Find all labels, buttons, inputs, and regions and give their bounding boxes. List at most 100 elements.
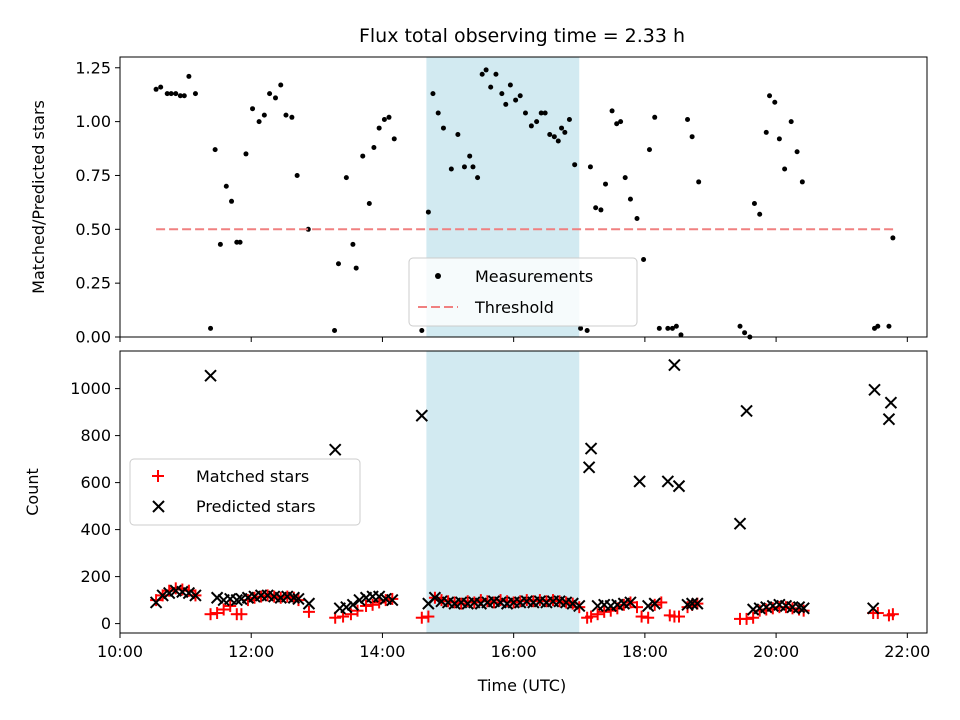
measurement-point (656, 325, 662, 331)
measurement-point (609, 108, 615, 114)
x-tick-label: 12:00 (228, 642, 274, 661)
measurement-point (776, 136, 782, 142)
predicted-stars-point (328, 443, 342, 456)
top-y-tick-label: 0.75 (75, 166, 111, 185)
predicted-stars-point (624, 596, 637, 609)
predicted-stars-point (633, 475, 646, 488)
measurement-point (517, 93, 523, 99)
measurement-point (528, 123, 534, 129)
matched-stars-point (302, 605, 315, 618)
measurement-point (665, 325, 671, 331)
measurement-point (360, 153, 366, 159)
bottom-y-tick-label: 1000 (70, 379, 111, 398)
predicted-stars-point (386, 593, 399, 607)
top-y-tick-label: 0.50 (75, 220, 111, 239)
predicted-stars-point (189, 589, 202, 602)
measurement-point (217, 241, 223, 247)
measurement-point (371, 144, 377, 150)
measurement-point (164, 91, 170, 97)
measurement-point (294, 172, 300, 178)
measurement-point (212, 147, 218, 153)
measurement-point (305, 226, 311, 232)
predicted-stars-point (882, 412, 896, 426)
matched-stars-point (631, 601, 644, 614)
predicted-stars-point (292, 592, 305, 606)
measurement-point (767, 93, 773, 99)
measurement-point (788, 119, 794, 125)
measurement-point (289, 114, 295, 120)
matched-stars-point (224, 599, 237, 612)
matched-stars-point (360, 599, 373, 612)
bottom-y-tick-label: 600 (80, 473, 111, 492)
predicted-stars-point (584, 442, 598, 455)
measurement-point (350, 241, 356, 247)
measurement-point (522, 110, 528, 116)
measurement-point (534, 119, 540, 125)
measurement-point (782, 166, 788, 172)
measurement-point (278, 82, 284, 88)
measurement-point (261, 112, 267, 118)
predicted-stars-point (661, 475, 675, 488)
measurement-point (461, 164, 467, 170)
predicted-stars-point (156, 589, 169, 602)
predicted-stars-point (353, 593, 366, 607)
measurement-point (343, 175, 349, 181)
measurement-point (455, 132, 461, 138)
bottom-y-tick-label: 800 (80, 426, 111, 445)
measurement-point (470, 164, 476, 170)
x-tick-label: 20:00 (753, 642, 799, 661)
measurement-point (566, 116, 572, 122)
measurement-point (186, 73, 192, 79)
measurement-point (696, 179, 702, 185)
predicted-stars-point (691, 597, 704, 610)
measurement-point (587, 164, 593, 170)
predicted-stars-point (672, 479, 686, 493)
measurement-point (208, 325, 214, 331)
bottom-y-tick-label: 200 (80, 567, 111, 586)
bottom-y-tick-label: 400 (80, 520, 111, 539)
measurement-point (669, 325, 675, 331)
measurement-point (158, 84, 164, 90)
measurement-point (742, 330, 748, 336)
predicted-stars-point (582, 461, 596, 474)
measurement-point (578, 325, 584, 331)
measurement-point (332, 328, 338, 334)
measurement-point (622, 175, 628, 181)
bottom-shaded-span (426, 351, 580, 633)
bottom-y-axis-label: Count (23, 468, 42, 516)
measurement-point (652, 114, 658, 120)
top-y-tick-label: 0.25 (75, 274, 111, 293)
measurement-point (751, 200, 757, 206)
matched-stars-point (366, 598, 379, 611)
predicted-stars-point (668, 358, 681, 372)
measurement-point (493, 71, 499, 77)
measurement-point (551, 134, 557, 140)
measurement-point (488, 84, 494, 90)
x-tick-label: 16:00 (491, 642, 537, 661)
measurement-point (173, 91, 179, 97)
legend-predicted-marker (152, 500, 165, 513)
measurement-point (678, 332, 684, 338)
top-legend-box (408, 257, 638, 327)
measurement-point (479, 71, 485, 77)
measurement-point (584, 328, 590, 334)
measurement-point (425, 209, 431, 215)
matched-stars-point (747, 611, 760, 624)
measurement-point (229, 198, 235, 204)
measurement-point (168, 91, 174, 97)
measurement-point (689, 134, 695, 140)
measurement-point (430, 91, 436, 97)
measurement-point (237, 239, 243, 245)
matched-stars-point (204, 608, 217, 621)
matched-stars-point (150, 594, 163, 607)
measurement-point (673, 323, 679, 329)
matched-stars-point (211, 607, 224, 620)
measurement-point (419, 328, 425, 334)
top-y-tick-label: 0.00 (75, 328, 111, 347)
predicted-stars-point (740, 404, 753, 418)
measurement-point (391, 136, 397, 142)
predicted-stars-point (797, 602, 810, 615)
top-y-tick-label: 1.00 (75, 112, 111, 131)
top-y-axis-label: Matched/Predicted stars (29, 100, 48, 294)
measurement-point (192, 91, 198, 97)
